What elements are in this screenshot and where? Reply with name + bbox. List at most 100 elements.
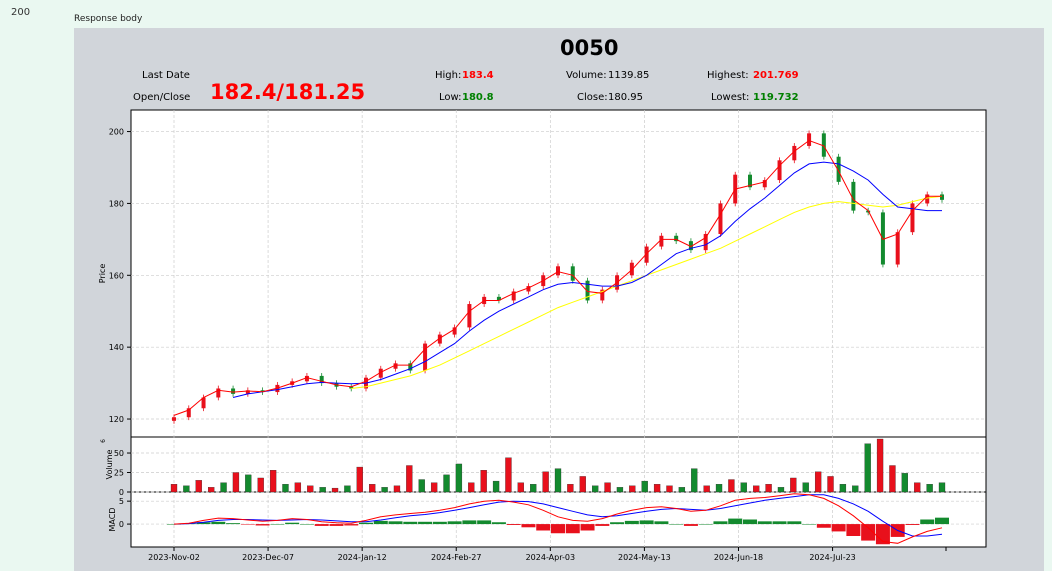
chart-title: 0050: [560, 36, 619, 60]
candle-body: [777, 160, 782, 181]
volume-bar: [938, 482, 946, 493]
volume-label: Volume:: [566, 70, 607, 81]
volume-bar: [257, 477, 264, 493]
volume-bar: [319, 487, 326, 493]
y-tick-label: 200: [109, 128, 124, 137]
macd-histogram-bar: [299, 524, 314, 525]
candle-body: [585, 280, 590, 301]
candle-body: [319, 375, 324, 384]
macd-histogram-bar: [698, 524, 713, 525]
volume-bar: [356, 466, 363, 493]
volume-bar: [554, 468, 562, 493]
candle-body: [467, 304, 472, 328]
y-tick-label: 180: [109, 199, 124, 208]
x-tick-label: 2023-Dec-07: [242, 553, 294, 562]
stock-chart: 2023-Nov-02 2023-Dec-07 2024-Jan-12 2024-Fe…: [98, 109, 987, 562]
volume-bar: [715, 484, 723, 493]
volume-bar: [393, 485, 401, 493]
candle-body: [629, 262, 634, 276]
volume-bar: [653, 484, 661, 493]
volume-bar: [294, 482, 302, 493]
volume-tick-label: 25: [114, 469, 124, 478]
macd-histogram-bar: [240, 524, 255, 525]
volume-bar: [579, 476, 586, 493]
low-label: Low:: [439, 92, 462, 103]
volume-bar: [790, 477, 797, 493]
volume-bar: [839, 484, 847, 493]
candle-body: [688, 241, 693, 251]
macd-histogram-bar: [920, 519, 935, 525]
volume-bar: [331, 487, 339, 493]
volume-bar: [517, 482, 524, 493]
macd-histogram-bar: [565, 524, 580, 534]
macd-histogram-bar: [861, 524, 876, 541]
macd-histogram-bar: [595, 524, 610, 526]
volume-bar: [753, 485, 760, 493]
ma-mid-line: [232, 161, 942, 398]
macd-tick-label: 5: [119, 497, 124, 506]
candle-body: [762, 180, 767, 188]
volume-bar: [629, 485, 636, 493]
volume-bar: [344, 485, 351, 493]
candle-body: [437, 334, 442, 344]
close-label: Close:: [577, 92, 608, 103]
response-body-label: Response body: [74, 14, 143, 24]
macd-histogram-bar: [610, 522, 625, 525]
volume-tick-label: 50: [114, 449, 124, 458]
candle-body: [496, 296, 501, 301]
candle-body: [201, 397, 206, 409]
macd-histogram-bar: [639, 520, 654, 525]
volume-axis-label: Volume: [105, 450, 114, 480]
macd-histogram-bar: [403, 521, 418, 525]
macd-histogram-bar: [226, 523, 241, 525]
x-tick-label: 2023-Nov-02: [148, 553, 200, 562]
highest-value: 201.769: [753, 70, 799, 81]
macd-histogram-bar: [432, 521, 447, 525]
macd-histogram-bar: [875, 524, 890, 545]
volume-bar: [889, 465, 896, 493]
x-tick-label: 2024-Feb-27: [431, 553, 481, 562]
macd-histogram-bar: [669, 524, 684, 525]
macd-histogram-bar: [816, 524, 831, 528]
volume-bar: [232, 472, 240, 493]
volume-bar: [876, 438, 884, 493]
macd-histogram-bar: [211, 521, 226, 525]
y-tick-label: 120: [109, 415, 124, 424]
volume-bar: [765, 484, 772, 493]
volume-bar: [567, 484, 574, 493]
candle-body: [304, 375, 309, 382]
volume-bar: [616, 487, 624, 493]
candle-body: [172, 417, 176, 421]
candle-body: [526, 286, 531, 292]
macd-histogram-bar: [329, 524, 344, 526]
volume-bar: [406, 465, 413, 493]
candle-body: [659, 235, 664, 247]
volume-bar: [728, 479, 735, 493]
macd-histogram-bar: [314, 524, 329, 526]
volume-bar: [480, 470, 487, 493]
volume-bar: [208, 487, 215, 493]
volume-bar: [505, 457, 512, 493]
volume-bar: [542, 471, 549, 493]
macd-histogram-bar: [418, 521, 433, 525]
volume-bar: [802, 482, 809, 493]
candle-body: [231, 388, 236, 394]
macd-histogram-bar: [683, 524, 698, 526]
candle-body: [807, 133, 812, 146]
macd-histogram-bar: [373, 520, 388, 525]
macd-histogram-bar: [846, 524, 861, 536]
volume-bar: [814, 471, 822, 493]
lowest-label: Lowest:: [711, 92, 750, 103]
high-label: High:: [435, 70, 462, 81]
volume-bar: [269, 470, 277, 493]
y-tick-label: 140: [109, 343, 124, 352]
volume-bar: [468, 482, 475, 493]
status-code: 200: [11, 7, 31, 18]
candle-body: [600, 289, 605, 301]
candle-body: [792, 145, 797, 161]
volume-bar: [430, 482, 438, 493]
macd-histogram-bar: [491, 522, 506, 525]
candle-body: [408, 363, 413, 371]
macd-histogram-bar: [506, 524, 521, 525]
macd-histogram-bar: [772, 521, 787, 525]
